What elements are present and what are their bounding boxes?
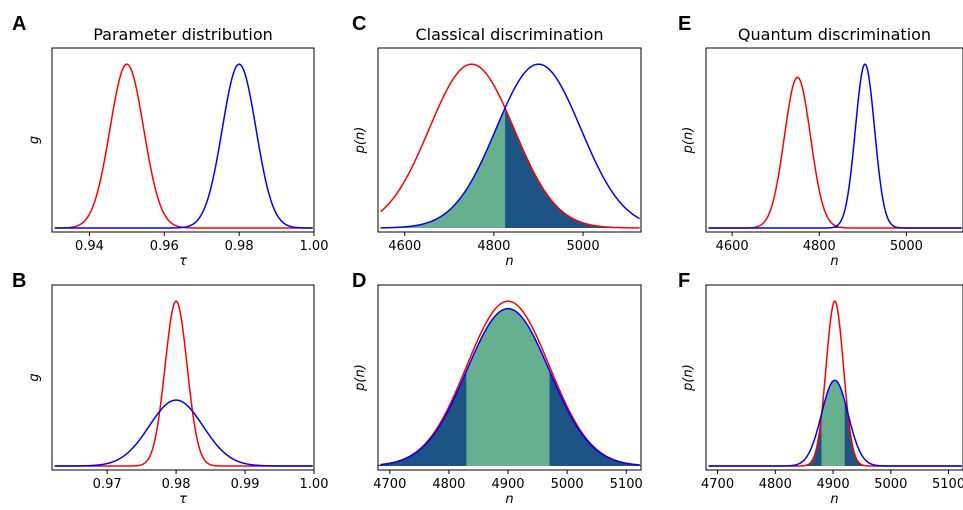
y-axis-label: g [27,136,42,144]
panel-letter: B [12,270,26,292]
x-tick-label: 4700 [701,477,734,492]
panel-letter: D [352,270,366,292]
panel-letter: F [678,270,690,292]
blue-curve [54,63,313,229]
red-curve [54,300,313,467]
shaded-region-1 [378,108,506,228]
x-axis-label: τ [179,492,187,507]
axes-frame [377,47,642,233]
plot-area [378,63,641,229]
x-axis-label: n [830,492,838,507]
panel-title: Classical discrimination [415,25,603,44]
panel-letter: A [12,13,26,35]
x-tick-label: 4600 [388,239,421,254]
x-tick-label: 4700 [373,477,406,492]
x-tick-label: 4800 [759,477,792,492]
x-tick-label: 4900 [817,477,850,492]
x-tick-label: 5100 [610,477,643,492]
x-tick-label: 5000 [551,477,584,492]
x-tick-label: 4800 [803,239,836,254]
x-tick-label: 5000 [874,477,907,492]
x-axis-label: n [505,492,513,507]
x-tick-label: 4900 [491,477,524,492]
x-tick-label: 1.00 [300,477,329,492]
axes-frame [51,284,315,471]
panel-b: 0.97 0.98 0.99 1.00 τ g B [12,270,328,507]
x-axis-label: n [830,254,838,269]
plot-area [378,300,641,466]
plot-area [706,300,963,467]
x-tick-label: 1.00 [300,239,329,254]
panel-f: 4700 4800 4900 5000 5100 n p(n) F [678,270,963,507]
shaded-region-2 [466,308,550,466]
red-curve [54,63,313,229]
shaded-region-3 [549,370,641,466]
blue-curve [380,307,640,466]
y-axis-label: p(n) [681,127,696,155]
x-tick-label: 4800 [432,477,465,492]
shaded-region-2 [505,108,641,228]
blue-curve [708,379,962,467]
plot-area [54,300,313,467]
y-axis-label: g [27,373,42,381]
y-axis-label: p(n) [353,127,368,155]
y-axis-label: p(n) [353,364,368,392]
panel-letter: C [352,13,366,35]
shaded-region-2 [821,380,845,466]
x-tick-label: 0.98 [225,239,254,254]
shaded-region-1 [706,415,822,466]
x-tick-label: 5000 [890,239,923,254]
panel-title: Quantum discrimination [738,25,931,44]
x-tick-label: 0.97 [93,477,122,492]
panel-letter: E [678,13,691,35]
blue-curve [54,399,313,467]
plot-area [706,63,963,229]
x-tick-label: 0.94 [75,239,104,254]
plot-area [54,63,313,229]
x-axis-label: n [505,254,513,269]
axes-frame [705,284,963,471]
red-curve [708,76,962,229]
red-curve [380,63,640,229]
x-tick-label: 0.99 [231,477,260,492]
x-tick-label: 0.98 [162,477,191,492]
x-axis-label: τ [179,254,187,269]
shaded-region-1 [378,370,467,466]
panel-e: 4600 4800 5000 n p(n) Quantum discrimination E [678,13,963,269]
axes-frame [377,284,642,471]
x-tick-label: 4800 [477,239,510,254]
panel-a: 0.94 0.96 0.98 1.00 τ g Parameter distribution… [12,13,328,269]
panel-title: Parameter distribution [93,25,273,44]
y-axis-label: p(n) [681,364,696,392]
x-tick-label: 5000 [567,239,600,254]
blue-curve [708,63,962,229]
axes-frame [705,47,963,233]
panel-c: 4600 4800 5000 n p(n) Classical discriminatio… [352,13,642,269]
x-tick-label: 5100 [932,477,963,492]
blue-curve [380,63,641,229]
x-tick-label: 4600 [716,239,749,254]
axes-frame [51,47,315,233]
panel-d: 4700 4800 4900 5000 5100 n p(n) D [352,270,643,507]
x-tick-label: 0.96 [150,239,179,254]
